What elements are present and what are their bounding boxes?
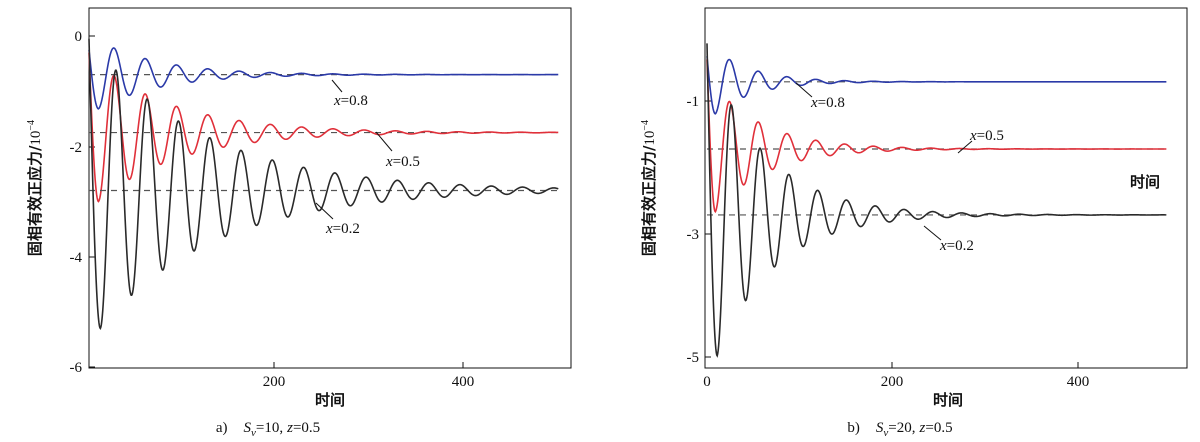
panel-a-series-line-2	[88, 38, 559, 330]
panel-b-ytick-label: -3	[687, 227, 700, 243]
panel-b-yticks: -1 -3 -5	[687, 94, 711, 366]
panel-a-series	[88, 38, 559, 330]
panel-a-ytick-label: -4	[70, 250, 83, 266]
panel-a-label-x05: x=0.5	[385, 154, 420, 170]
panel-a-ylabel: 固相有效正应力/10−4	[26, 120, 44, 256]
panel-b-ylabel: 固相有效正应力/10−4	[640, 120, 658, 256]
panel-a-xtick-label: 400	[452, 374, 475, 390]
panel-a-xlabel: 时间	[315, 391, 345, 409]
panel-b-series	[706, 43, 1167, 358]
panel-a-ytick-label: -2	[70, 140, 83, 156]
panel-b-ytick-label: -1	[687, 94, 700, 110]
panel-a-series-line-1	[88, 52, 559, 203]
panel-b-caption: b) Sv=20, z=0.5	[847, 420, 952, 439]
panel-b-label-x05: x=0.5	[969, 128, 1004, 144]
panel-b: -1 -3 -5 0 200 400 时间 时间 固相有效正应力/10−4 x=…	[640, 7, 1188, 439]
panel-b-series-line-0	[706, 56, 1167, 115]
panel-b-ylabel-text: 固相有效正应力/	[640, 145, 658, 256]
panel-b-leader-x02	[923, 225, 942, 241]
panel-b-label-x02: x=0.2	[939, 238, 974, 254]
panel-a: 0 -2 -4 -6 200 400 时间 固相有效正应力/10−4 x=0.8…	[26, 7, 572, 439]
panel-a-series-line-0	[88, 47, 559, 110]
panel-b-series-line-1	[706, 59, 1167, 214]
panel-b-xticks: 0 200 400	[703, 362, 1089, 390]
panel-a-label-x08: x=0.8	[333, 93, 368, 109]
panel-a-xtick-label: 200	[263, 374, 286, 390]
panel-b-xtick-label: 200	[881, 374, 904, 390]
panel-b-ytick-label: -5	[687, 350, 700, 366]
panel-a-annotations: x=0.8 x=0.5 x=0.2	[315, 79, 420, 237]
panel-a-label-x02: x=0.2	[325, 221, 360, 237]
panel-a-caption: a) Sv=10, z=0.5	[216, 420, 320, 439]
panel-b-plot-frame	[704, 7, 1188, 369]
panel-b-leader-x08	[795, 82, 813, 98]
panel-b-label-x08: x=0.8	[810, 95, 845, 111]
panel-a-ytick-label: 0	[75, 29, 83, 45]
panel-b-xtick-label: 0	[703, 374, 711, 390]
panel-b-xtick-label: 400	[1067, 374, 1090, 390]
panel-a-xticks: 200 400	[263, 362, 475, 390]
panel-a-plot-frame	[88, 7, 572, 369]
panel-a-ytick-label: -6	[70, 360, 83, 376]
panel-a-leader-x05	[375, 131, 393, 152]
panel-a-yticks: 0 -2 -4 -6	[70, 29, 95, 376]
panel-b-leader-x05	[957, 140, 973, 154]
panel-b-xlabel: 时间	[933, 391, 963, 409]
panel-a-leader-x02	[315, 202, 334, 220]
panel-b-ylabel-unit: 10	[642, 131, 658, 146]
panel-a-ylabel-exp: −4	[26, 120, 37, 131]
panel-b-annotations: x=0.8 x=0.5 x=0.2	[795, 82, 1004, 254]
panel-b-series-line-2	[706, 43, 1167, 358]
panel-a-ylabel-unit: 10	[28, 131, 44, 146]
panel-b-ylabel-exp: −4	[640, 120, 651, 131]
panel-b-xlabel-top: 时间	[1130, 173, 1160, 191]
panel-a-leader-x08	[331, 79, 343, 93]
panel-a-ylabel-text: 固相有效正应力/	[26, 145, 44, 256]
